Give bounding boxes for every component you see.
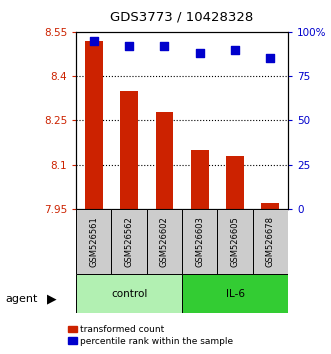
Text: agent: agent [5,294,37,304]
Point [126,43,132,49]
Bar [253,209,288,274]
Bar [191,150,209,209]
Text: control: control [111,289,147,299]
Bar [120,91,138,209]
Bar [85,41,103,209]
Point [197,50,202,56]
Text: ▶: ▶ [46,293,56,306]
Text: GSM526603: GSM526603 [195,216,204,267]
Text: IL-6: IL-6 [225,289,245,299]
Bar [112,209,147,274]
Point [162,43,167,49]
Text: GSM526605: GSM526605 [230,216,240,267]
Text: GSM526561: GSM526561 [89,216,98,267]
Bar [182,274,288,313]
Text: GSM526602: GSM526602 [160,216,169,267]
Bar [156,112,173,209]
Bar [217,209,253,274]
Bar [182,209,217,274]
Bar [76,274,182,313]
Bar [261,203,279,209]
Text: GSM526678: GSM526678 [266,216,275,267]
Point [91,38,96,44]
Text: GSM526562: GSM526562 [124,216,134,267]
Text: GDS3773 / 10428328: GDS3773 / 10428328 [111,10,254,23]
Point [268,56,273,61]
Legend: transformed count, percentile rank within the sample: transformed count, percentile rank withi… [64,321,237,349]
Point [232,47,238,52]
Bar [147,209,182,274]
Bar [76,209,112,274]
Bar [226,156,244,209]
